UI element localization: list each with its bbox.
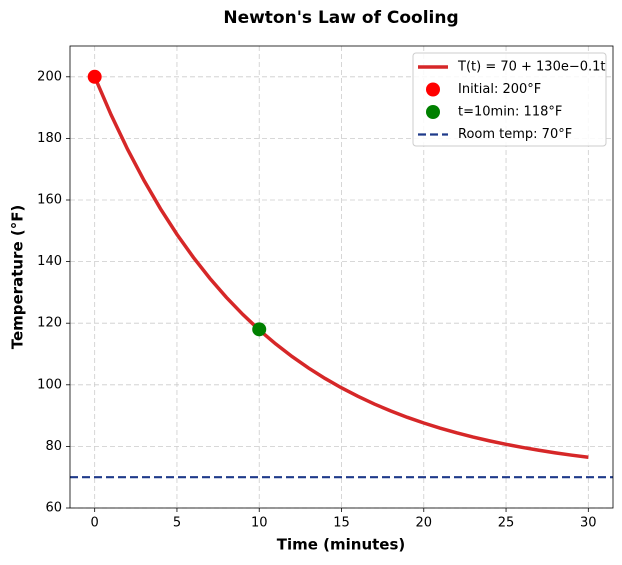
y-tick-label: 80 [45, 439, 62, 454]
y-tick-label: 180 [37, 131, 62, 146]
x-tick-label: 15 [333, 516, 350, 531]
legend-marker [426, 82, 440, 97]
legend-label: Initial: 200°F [458, 82, 541, 97]
legend-label: T(t) = 70 + 130e−0.1t [457, 60, 606, 75]
y-tick-label: 60 [45, 501, 62, 516]
legend-label: t=10min: 118°F [458, 105, 562, 120]
x-tick-label: 0 [91, 516, 99, 531]
legend-label: Room temp: 70°F [458, 127, 572, 142]
plot-frame [69, 45, 614, 509]
x-tick-label: 5 [173, 516, 181, 531]
y-axis-label: Temperature (°F) [9, 205, 27, 350]
x-axis-label: Time (minutes) [277, 536, 406, 554]
x-tick-label: 25 [498, 516, 515, 531]
y-tick-label: 160 [37, 193, 62, 208]
y-tick-label: 140 [37, 254, 62, 269]
y-tick-label: 120 [37, 316, 62, 331]
x-tick-label: 10 [251, 516, 268, 531]
legend-marker [426, 105, 440, 119]
y-tick-label: 200 [37, 69, 62, 84]
y-tick-label: 100 [37, 377, 62, 392]
chart-title: Newton's Law of Cooling [223, 8, 458, 28]
x-tick-label: 30 [580, 516, 597, 531]
point [87, 69, 102, 84]
point [252, 322, 267, 337]
curve [93, 76, 589, 460]
legend-box [412, 52, 607, 147]
x-tick-label: 20 [415, 516, 432, 531]
